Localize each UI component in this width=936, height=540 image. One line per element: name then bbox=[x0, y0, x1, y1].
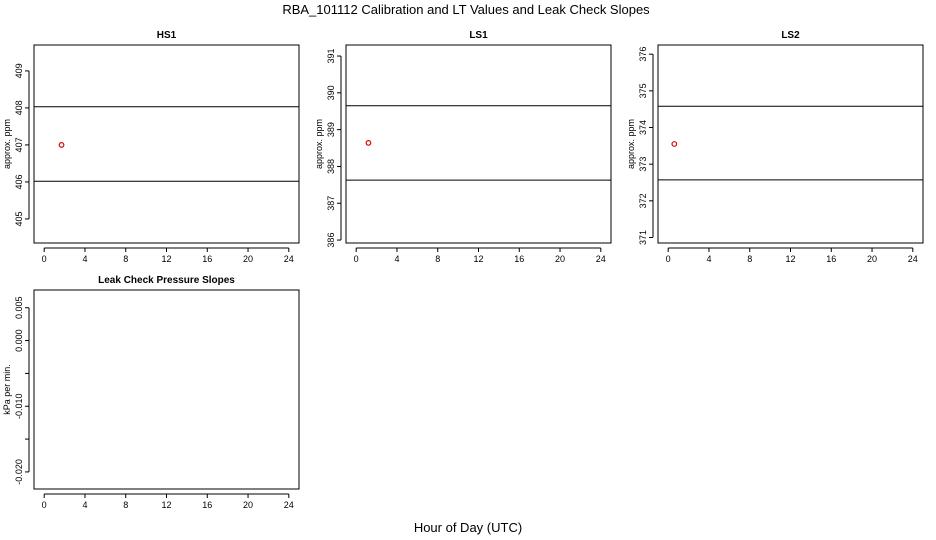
panel-leak-check-pressure-slopes: Leak Check Pressure Slopes kPa per min. 0 4… bbox=[2, 275, 300, 510]
x-tick-label: 12 bbox=[161, 500, 171, 510]
x-tick-label: 24 bbox=[284, 254, 294, 264]
y-tick-label: 372 bbox=[638, 193, 648, 208]
figure-x-axis-label: Hour of Day (UTC) bbox=[414, 520, 522, 535]
y-axis-label: approx. ppm bbox=[2, 119, 12, 169]
y-tick-label: 390 bbox=[326, 85, 336, 100]
panel-title: Leak Check Pressure Slopes bbox=[98, 275, 235, 286]
plot-frame bbox=[33, 44, 300, 244]
x-tick-label: 4 bbox=[82, 500, 87, 510]
y-tick-label: -0.010 bbox=[14, 393, 24, 419]
x-tick-label: 4 bbox=[394, 254, 399, 264]
y-tick-label: 0.005 bbox=[14, 296, 24, 319]
x-tick-label: 20 bbox=[243, 500, 253, 510]
plot-frame bbox=[657, 44, 924, 244]
y-tick-label: 406 bbox=[14, 174, 24, 189]
y-axis-label: approx. ppm bbox=[626, 119, 636, 169]
y-tick-label: 408 bbox=[14, 100, 24, 115]
x-tick-label: 4 bbox=[706, 254, 711, 264]
y-axis-label: kPa per min. bbox=[2, 364, 12, 415]
x-tick-label: 8 bbox=[123, 500, 128, 510]
x-tick-label: 16 bbox=[826, 254, 836, 264]
plot-frame bbox=[33, 289, 300, 490]
data-point bbox=[365, 139, 372, 146]
panel-title: HS1 bbox=[157, 30, 177, 41]
x-tick-label: 12 bbox=[161, 254, 171, 264]
y-tick-label: 391 bbox=[326, 49, 336, 64]
data-point bbox=[671, 141, 678, 147]
y-tick-label: 407 bbox=[14, 137, 24, 152]
panel-ls1: LS1 approx. ppm 0 4 8 12 16 20 24 386 387 388 389 390… bbox=[314, 30, 612, 264]
panel-ls2: LS2 approx. ppm 0 4 8 12 16 20 24 371 372 373 374 375… bbox=[626, 30, 924, 264]
y-tick-label: 388 bbox=[326, 159, 336, 174]
y-tick-label: 376 bbox=[638, 47, 648, 62]
x-tick-label: 20 bbox=[555, 254, 565, 264]
y-tick-label: 373 bbox=[638, 157, 648, 172]
x-tick-label: 12 bbox=[473, 254, 483, 264]
x-tick-label: 0 bbox=[354, 254, 359, 264]
x-tick-label: 24 bbox=[908, 254, 918, 264]
y-tick-label: 386 bbox=[326, 233, 336, 248]
x-tick-label: 12 bbox=[785, 254, 795, 264]
x-tick-label: 8 bbox=[123, 254, 128, 264]
x-tick-label: 0 bbox=[666, 254, 671, 264]
panel-hs1: HS1 approx. ppm 0 4 8 12 16 20 24 405 406 407 408 409 bbox=[2, 30, 300, 264]
x-tick-label: 16 bbox=[202, 500, 212, 510]
x-tick-label: 20 bbox=[243, 254, 253, 264]
panel-title: LS1 bbox=[469, 30, 488, 41]
panel-title: LS2 bbox=[781, 30, 800, 41]
data-point bbox=[58, 142, 65, 148]
y-tick-label: 409 bbox=[14, 63, 24, 78]
x-tick-label: 8 bbox=[747, 254, 752, 264]
x-tick-label: 20 bbox=[867, 254, 877, 264]
x-tick-label: 8 bbox=[435, 254, 440, 264]
y-axis-label: approx. ppm bbox=[314, 119, 324, 169]
plot-frame bbox=[345, 44, 612, 244]
y-tick-label: 387 bbox=[326, 196, 336, 211]
y-tick-label: 405 bbox=[14, 211, 24, 226]
y-tick-label: 375 bbox=[638, 83, 648, 98]
y-tick-label: 0.000 bbox=[14, 329, 24, 352]
x-tick-label: 16 bbox=[202, 254, 212, 264]
x-tick-label: 4 bbox=[82, 254, 87, 264]
x-tick-label: 24 bbox=[284, 500, 294, 510]
y-tick-label: 374 bbox=[638, 120, 648, 135]
x-tick-label: 24 bbox=[596, 254, 606, 264]
x-tick-label: 0 bbox=[42, 254, 47, 264]
y-tick-label: -0.020 bbox=[14, 459, 24, 485]
x-tick-label: 16 bbox=[514, 254, 524, 264]
figure-title: RBA_101112 Calibration and LT Values and… bbox=[282, 2, 650, 17]
y-tick-label: 389 bbox=[326, 122, 336, 137]
x-tick-label: 0 bbox=[42, 500, 47, 510]
y-tick-label: 371 bbox=[638, 230, 648, 245]
